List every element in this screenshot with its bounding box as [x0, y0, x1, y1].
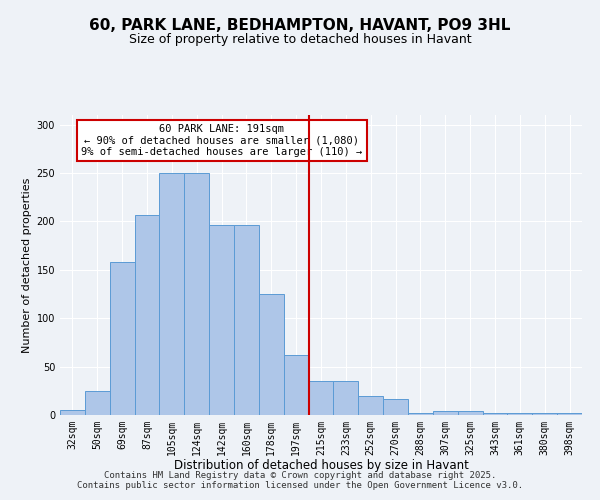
Text: Contains HM Land Registry data © Crown copyright and database right 2025.
Contai: Contains HM Land Registry data © Crown c…: [77, 470, 523, 490]
Bar: [234, 226, 259, 415]
Text: 60 PARK LANE: 191sqm
← 90% of detached houses are smaller (1,080)
9% of semi-det: 60 PARK LANE: 191sqm ← 90% of detached h…: [81, 124, 362, 157]
Bar: [458, 411, 482, 415]
Bar: [160, 173, 184, 415]
Text: Size of property relative to detached houses in Havant: Size of property relative to detached ho…: [128, 32, 472, 46]
Bar: [184, 173, 209, 415]
Bar: [482, 413, 508, 415]
Bar: [433, 411, 458, 415]
Bar: [284, 355, 308, 415]
X-axis label: Distribution of detached houses by size in Havant: Distribution of detached houses by size …: [173, 460, 469, 472]
Bar: [358, 396, 383, 415]
Bar: [308, 381, 334, 415]
Bar: [334, 381, 358, 415]
Bar: [408, 413, 433, 415]
Bar: [85, 391, 110, 415]
Text: 60, PARK LANE, BEDHAMPTON, HAVANT, PO9 3HL: 60, PARK LANE, BEDHAMPTON, HAVANT, PO9 3…: [89, 18, 511, 32]
Bar: [209, 226, 234, 415]
Bar: [134, 214, 160, 415]
Bar: [110, 262, 134, 415]
Bar: [557, 413, 582, 415]
Bar: [60, 410, 85, 415]
Bar: [508, 413, 532, 415]
Bar: [383, 398, 408, 415]
Y-axis label: Number of detached properties: Number of detached properties: [22, 178, 32, 352]
Bar: [532, 413, 557, 415]
Bar: [259, 294, 284, 415]
